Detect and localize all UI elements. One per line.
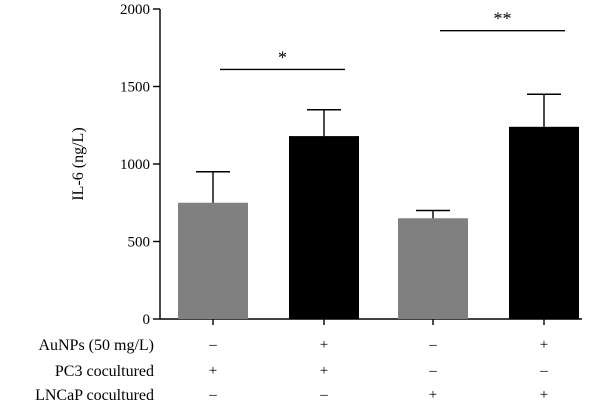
condition-sign: – [319, 387, 328, 403]
condition-sign: – [428, 363, 437, 379]
condition-row-label: AuNPs (50 mg/L) [38, 337, 154, 354]
condition-row-label: PC3 cocultured [55, 363, 154, 380]
y-tick-label: 0 [143, 312, 151, 328]
condition-sign: – [208, 387, 217, 403]
significance-label: * [278, 47, 287, 67]
y-tick-label: 2000 [120, 2, 150, 18]
condition-sign: + [209, 363, 217, 379]
condition-sign: + [320, 363, 328, 379]
y-axis-label: IL-6 (ng/L) [70, 127, 87, 200]
bar [509, 126, 579, 319]
bar [178, 202, 248, 319]
bar [398, 218, 468, 319]
significance-brackets: *** [220, 9, 565, 71]
condition-table: AuNPs (50 mg/L) – + – + PC3 cocultured + + – – LNC… [35, 337, 548, 404]
y-tick-label: 500 [128, 235, 151, 251]
condition-sign: – [208, 337, 217, 353]
bar [289, 136, 359, 319]
condition-row-label: LNCaP cocultured [35, 387, 154, 403]
condition-sign: – [428, 337, 437, 353]
condition-sign: + [540, 387, 548, 403]
significance-label: ** [494, 9, 512, 29]
condition-sign: + [429, 387, 437, 403]
bars [178, 126, 579, 319]
error-bars [196, 93, 561, 219]
condition-sign: + [320, 337, 328, 353]
y-tick-label: 1000 [120, 157, 150, 173]
y-tick-label: 1500 [120, 80, 150, 96]
condition-sign: – [539, 363, 548, 379]
condition-sign: + [540, 337, 548, 353]
